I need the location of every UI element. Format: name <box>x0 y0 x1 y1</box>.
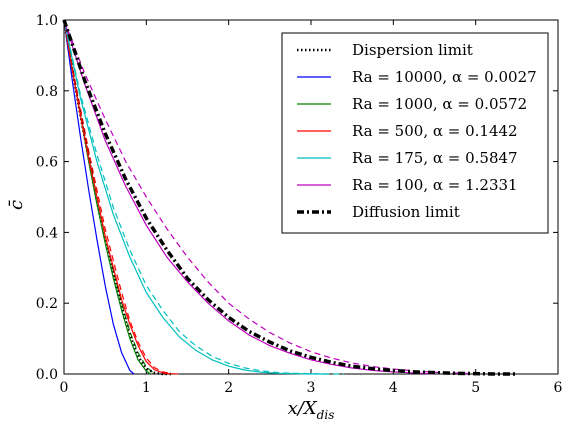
y-tick-label: 1.0 <box>36 13 58 29</box>
dashed-series-line-2 <box>63 19 155 375</box>
x-tick-label: 0 <box>60 380 69 396</box>
legend-label: Ra = 175, α = 0.5847 <box>352 149 518 167</box>
y-tick-label: 0.8 <box>36 84 58 100</box>
series-line-1 <box>63 19 135 375</box>
y-tick-label: 0.0 <box>36 367 58 383</box>
dashed-series-line-3 <box>63 19 180 375</box>
x-axis-label: x/Xdis <box>288 398 335 422</box>
series-layer <box>62 19 517 376</box>
x-tick-label: 1 <box>142 380 151 396</box>
legend: Dispersion limit Ra = 10000, α = 0.0027 Ra… <box>281 32 549 234</box>
y-tick-label: 0.4 <box>36 225 58 241</box>
legend-box <box>281 32 549 234</box>
x-tick-label: 2 <box>224 380 233 396</box>
y-tick-label: 0.2 <box>36 296 58 312</box>
series-line-5 <box>63 19 435 375</box>
x-tick-label: 5 <box>471 380 480 396</box>
legend-label: Ra = 500, α = 0.1442 <box>352 122 518 140</box>
legend-label: Diffusion limit <box>352 203 460 221</box>
legend-label: Ra = 1000, α = 0.0572 <box>352 95 527 113</box>
x-tick-label: 3 <box>307 380 316 396</box>
y-axis-label: c̄ <box>6 200 27 210</box>
dashed-series-line-1 <box>63 19 476 375</box>
legend-label: Ra = 100, α = 1.2331 <box>352 176 518 194</box>
x-tick-label: 6 <box>554 380 563 396</box>
x-tick-label: 4 <box>389 380 398 396</box>
series-line-6 <box>62 19 517 376</box>
series-line-3 <box>63 19 172 375</box>
legend-label: Dispersion limit <box>352 41 473 59</box>
y-tick-label: 0.6 <box>36 155 58 171</box>
series-line-2 <box>63 19 151 375</box>
axis-ticks: 0 1 2 3 4 5 6 0.0 0.2 0.4 0.6 0.8 1.0 <box>36 13 563 396</box>
series-line-4 <box>63 19 328 375</box>
legend-label: Ra = 10000, α = 0.0027 <box>352 68 537 86</box>
series-line-0 <box>62 19 172 376</box>
